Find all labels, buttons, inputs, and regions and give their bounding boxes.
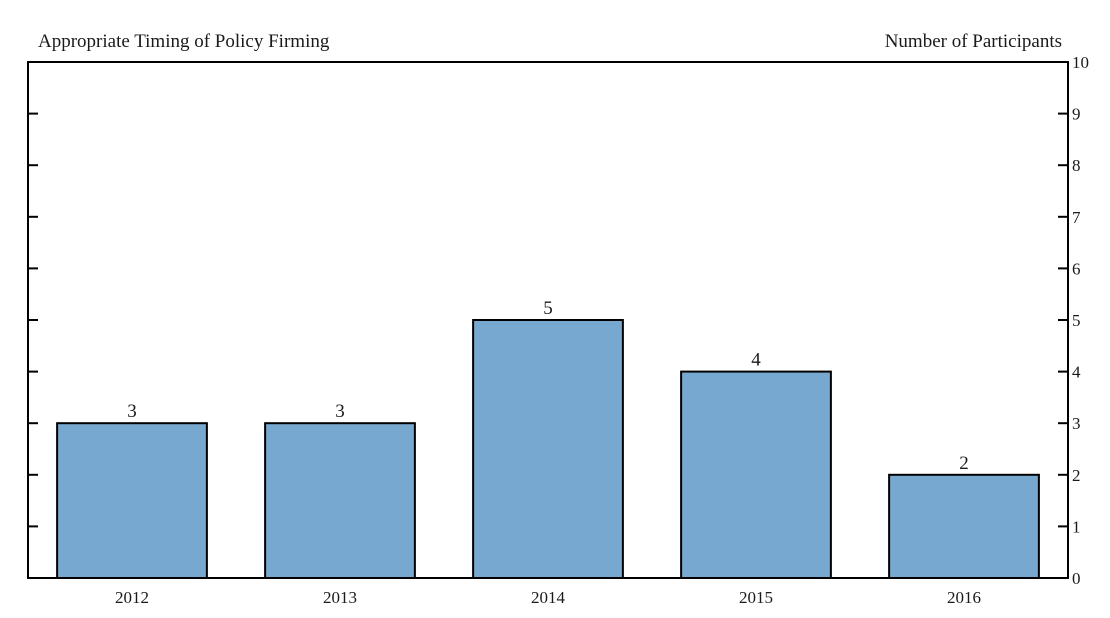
bar-2016 — [888, 473, 1040, 579]
bar-2013 — [264, 422, 416, 580]
x-tick-label-2012: 2012 — [115, 588, 149, 607]
y-axis-title: Number of Participants — [885, 31, 1062, 52]
x-tick-label-2015: 2015 — [739, 588, 773, 607]
chart-title: Appropriate Timing of Policy Firming — [38, 31, 330, 52]
plot-frame — [27, 61, 1069, 579]
data-label-2013: 3 — [335, 401, 345, 422]
bar-2014 — [472, 319, 624, 579]
y-tick-label-0: 0 — [1072, 569, 1081, 588]
y-tick-label-2: 2 — [1072, 466, 1081, 485]
y-tick-label-1: 1 — [1072, 517, 1081, 536]
y-tick-label-6: 6 — [1072, 259, 1081, 278]
data-label-2016: 2 — [959, 453, 969, 474]
data-label-2012: 3 — [127, 401, 137, 422]
x-tick-label-2013: 2013 — [323, 588, 357, 607]
bar-2012 — [56, 422, 208, 580]
y-tick-label-4: 4 — [1072, 363, 1081, 382]
y-tick-label-10: 10 — [1072, 53, 1089, 72]
bar-2015 — [680, 370, 832, 579]
y-tick-label-8: 8 — [1072, 156, 1081, 175]
y-tick-label-9: 9 — [1072, 105, 1081, 124]
data-label-2014: 5 — [543, 298, 553, 319]
bars-group: 3 2012 3 2013 5 2014 4 2015 2 2016 — [56, 298, 1040, 607]
x-tick-label-2014: 2014 — [531, 588, 566, 607]
y-axis-ticks: 0 1 2 3 4 5 6 7 8 9 10 — [28, 53, 1089, 588]
y-tick-label-7: 7 — [1072, 208, 1081, 227]
y-tick-label-5: 5 — [1072, 311, 1081, 330]
data-label-2015: 4 — [751, 350, 761, 371]
y-tick-label-3: 3 — [1072, 414, 1081, 433]
x-tick-label-2016: 2016 — [947, 588, 981, 607]
